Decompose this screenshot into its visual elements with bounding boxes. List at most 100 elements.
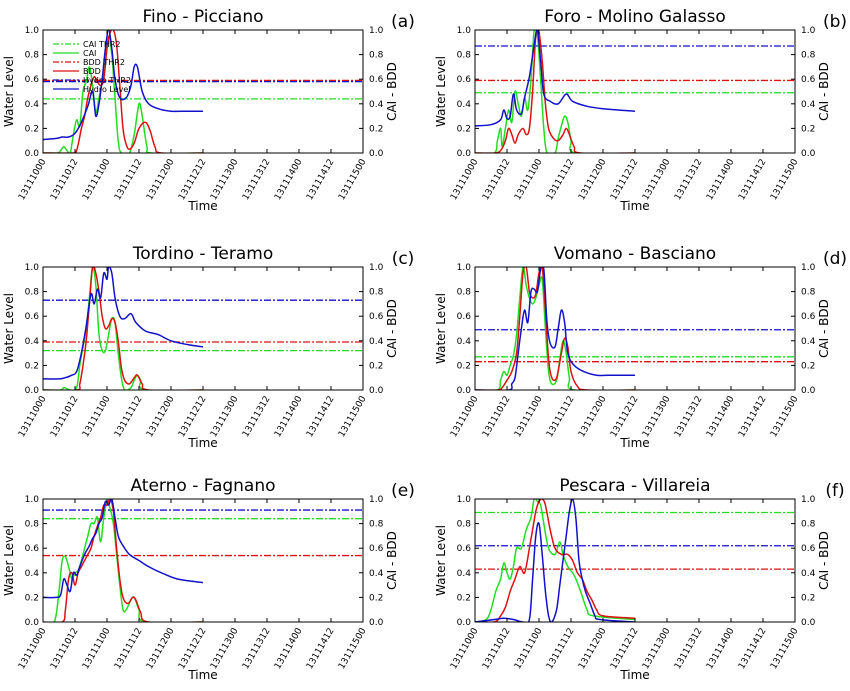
x-tick-label: 13111300 <box>209 157 241 202</box>
y-tick-label-left: 1.0 <box>25 26 40 36</box>
y-tick-label-right: 0.8 <box>801 288 816 298</box>
x-tick-label: 13111012 <box>49 158 81 203</box>
y-tick-label-right: 0.0 <box>801 149 816 159</box>
x-tick-label: 13111100 <box>81 626 113 671</box>
x-axis-label: Time <box>187 436 217 450</box>
x-axis-label: Time <box>619 436 649 450</box>
x-tick-label: 13111200 <box>577 394 609 439</box>
y-tick-label-left: 0.8 <box>25 288 40 298</box>
y-tick-label-left: 0.2 <box>457 361 471 371</box>
y-tick-label-left: 0.0 <box>25 386 40 396</box>
x-tick-label: 13111312 <box>241 158 273 203</box>
y-tick-label-left: 0.6 <box>25 312 40 322</box>
y-tick-label-left: 0.8 <box>457 288 472 298</box>
y-tick-label-right: 0.2 <box>801 361 815 371</box>
panel-6: Pescara - Villareia (f) 0.0 0.0 0.2 0.2 0.4 0.4… <box>434 476 845 682</box>
hydro-series-line <box>43 499 204 599</box>
x-tick-label: 13111500 <box>337 157 369 202</box>
y-tick-label-right: 0.8 <box>801 520 816 530</box>
bdd-series-line <box>43 267 203 390</box>
x-tick-label: 13111500 <box>769 626 801 671</box>
y-tick-label-right: 0.0 <box>369 618 384 628</box>
y-tick-label-right: 0.4 <box>369 337 384 347</box>
y-tick-label-left: 1.0 <box>25 263 40 273</box>
y-tick-label-left: 0.8 <box>25 520 40 530</box>
x-tick-label: 13111400 <box>705 394 737 439</box>
x-tick-label: 13111100 <box>513 394 545 439</box>
x-tick-label: 13111400 <box>705 626 737 671</box>
y-tick-label-left: 0.4 <box>457 100 472 110</box>
panel-1: Fino - Picciano (a) 0.0 0.0 0.2 0.2 0.4 0.4 0.6 0… <box>2 7 415 213</box>
hydro-series-line <box>475 499 636 622</box>
panel-label: (e) <box>391 481 415 501</box>
y-tick-label-left: 0.0 <box>25 618 40 628</box>
y-tick-label-left: 0.4 <box>25 569 40 579</box>
x-axis-label: Time <box>619 199 649 213</box>
panel-label: (d) <box>823 249 847 269</box>
y-tick-label-left: 0.6 <box>457 544 472 554</box>
y-tick-label-left: 1.0 <box>25 495 40 505</box>
x-tick-label: 13111112 <box>545 627 577 672</box>
y-tick-label-right: 0.0 <box>801 386 816 396</box>
y-tick-label-right: 0.8 <box>369 51 384 61</box>
x-tick-label: 13111412 <box>737 395 769 440</box>
panel-title: Aterno - Fagnano <box>130 476 275 496</box>
panel-label: (b) <box>823 12 847 32</box>
y-tick-label-left: 0.6 <box>25 75 40 85</box>
y-tick-label-left: 0.8 <box>457 51 472 61</box>
x-tick-label: 13111312 <box>673 158 705 203</box>
x-tick-label: 13111100 <box>513 157 545 202</box>
x-tick-label: 13111012 <box>481 158 513 203</box>
x-tick-label: 13111500 <box>769 394 801 439</box>
x-tick-label: 13111300 <box>641 157 673 202</box>
y-axis-label-left: Water Level <box>2 293 16 364</box>
x-tick-label: 13111212 <box>177 395 209 440</box>
panel-title: Pescara - Villareia <box>559 476 710 496</box>
x-tick-label: 13111412 <box>305 158 337 203</box>
hydro-series-line <box>43 30 203 141</box>
x-axis-label: Time <box>187 199 217 213</box>
y-axis-label-left: Water Level <box>2 56 16 127</box>
y-tick-label-left: 0.4 <box>25 337 40 347</box>
y-tick-label-right: 1.0 <box>801 26 816 36</box>
y-tick-label-right: 0.2 <box>369 593 383 603</box>
y-axis-label-right: CAI - BDD <box>385 531 399 590</box>
x-tick-label: 13111312 <box>673 395 705 440</box>
y-axis-label-right: CAI - BDD <box>817 299 831 358</box>
y-tick-label-left: 0.6 <box>457 312 472 322</box>
y-tick-label-left: 0.0 <box>457 149 472 159</box>
y-axis-label-left: Water Level <box>434 56 448 127</box>
legend-entry: BDD <box>83 67 101 76</box>
y-tick-label-right: 0.2 <box>801 593 815 603</box>
x-tick-label: 13111112 <box>113 395 145 440</box>
x-tick-label: 13111412 <box>305 395 337 440</box>
y-tick-label-right: 0.2 <box>369 361 383 371</box>
x-tick-label: 13111012 <box>481 627 513 672</box>
y-axis-label-right: CAI - BDD <box>385 299 399 358</box>
bdd-series-line <box>475 267 635 390</box>
x-tick-label: 13111300 <box>209 394 241 439</box>
x-tick-label: 13111300 <box>641 626 673 671</box>
x-tick-label: 13111100 <box>81 394 113 439</box>
x-tick-label: 13111000 <box>449 157 481 202</box>
y-tick-label-right: 1.0 <box>369 26 384 36</box>
y-tick-label-left: 0.6 <box>25 544 40 554</box>
y-tick-label-right: 0.6 <box>369 544 384 554</box>
y-tick-label-right: 0.8 <box>369 288 384 298</box>
x-tick-label: 13111212 <box>609 395 641 440</box>
x-tick-label: 13111000 <box>17 626 49 671</box>
x-tick-label: 13111000 <box>17 157 49 202</box>
y-tick-label-right: 1.0 <box>369 495 384 505</box>
x-tick-label: 13111200 <box>145 626 177 671</box>
panel-title: Fino - Picciano <box>143 7 264 27</box>
y-tick-label-left: 0.0 <box>25 149 40 159</box>
cai-series-line <box>475 267 635 390</box>
y-tick-label-left: 1.0 <box>457 26 472 36</box>
x-tick-label: 13111100 <box>513 626 545 671</box>
y-tick-label-left: 0.2 <box>25 124 39 134</box>
x-tick-label: 13111500 <box>769 157 801 202</box>
x-tick-label: 13111112 <box>545 158 577 203</box>
y-axis-label-left: Water Level <box>2 525 16 596</box>
x-tick-label: 13111500 <box>337 394 369 439</box>
